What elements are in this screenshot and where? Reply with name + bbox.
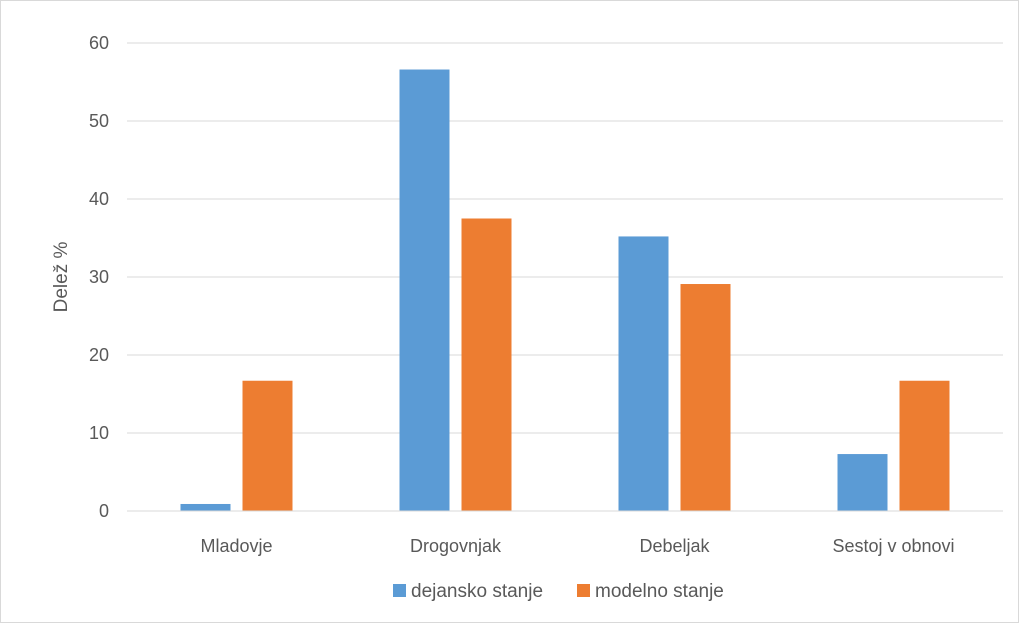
x-tick-label: Sestoj v obnovi (832, 536, 954, 556)
x-axis-ticks: Mladovje Drogovnjak Debeljak Sestoj v obnov… (200, 536, 954, 556)
y-tick-label: 20 (89, 345, 109, 365)
y-tick-label: 50 (89, 111, 109, 131)
bar-modelno (461, 218, 512, 511)
bar-dejansko (399, 69, 450, 512)
x-tick-label: Debeljak (639, 536, 710, 556)
bar-dejansko (618, 236, 669, 511)
gridlines (127, 42, 1003, 434)
bars (180, 69, 950, 512)
legend-label: modelno stanje (595, 581, 724, 602)
legend: dejansko stanje modelno stanje (393, 581, 724, 602)
bar-dejansko (837, 454, 888, 511)
bar-dejansko (180, 503, 231, 511)
y-tick-label: 10 (89, 423, 109, 443)
y-tick-label: 40 (89, 189, 109, 209)
legend-swatch (577, 584, 590, 597)
y-tick-label: 60 (89, 33, 109, 53)
x-tick-label: Drogovnjak (410, 536, 502, 556)
x-tick-label: Mladovje (200, 536, 272, 556)
y-tick-label: 30 (89, 267, 109, 287)
bar-modelno (680, 284, 731, 511)
y-axis-title: Delež % (51, 242, 72, 313)
legend-label: dejansko stanje (411, 581, 543, 602)
legend-swatch (393, 584, 406, 597)
bar-modelno (242, 380, 293, 511)
y-axis-ticks: 0 10 20 30 40 50 60 (89, 33, 109, 521)
bar-modelno (899, 380, 950, 511)
y-tick-label: 0 (99, 501, 109, 521)
